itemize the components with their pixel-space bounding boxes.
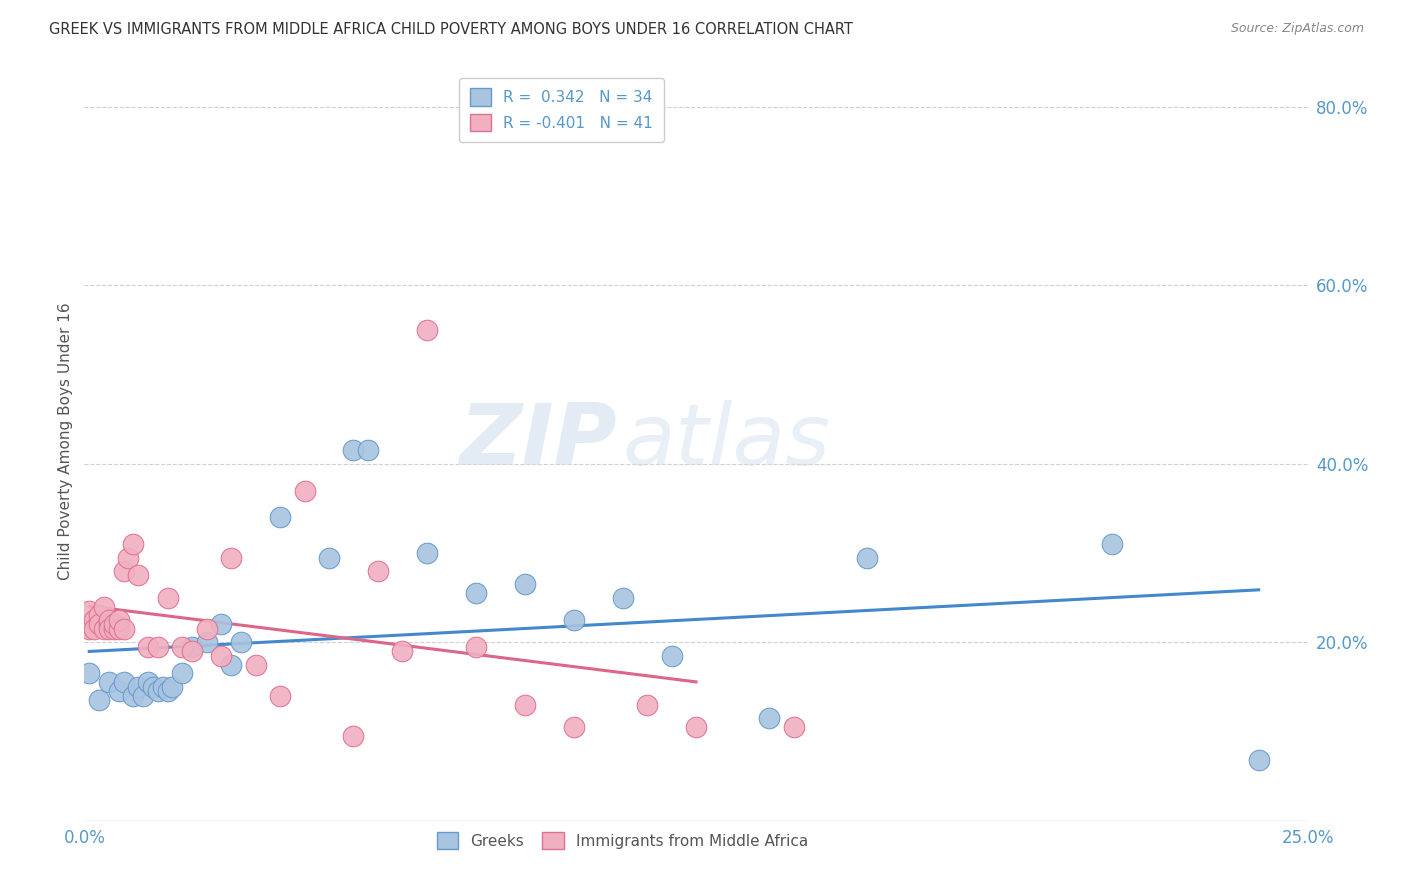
Point	[783, 720, 806, 734]
Point	[464, 586, 486, 600]
Point	[758, 711, 780, 725]
Point	[181, 640, 204, 654]
Point	[195, 635, 218, 649]
Point	[229, 635, 252, 649]
Point	[209, 617, 232, 632]
Point	[219, 657, 242, 672]
Point	[146, 640, 169, 654]
Point	[562, 613, 585, 627]
Legend: Greeks, Immigrants from Middle Africa: Greeks, Immigrants from Middle Africa	[427, 822, 817, 858]
Point	[97, 622, 120, 636]
Point	[136, 640, 159, 654]
Point	[107, 622, 129, 636]
Point	[342, 729, 364, 743]
Point	[195, 622, 218, 636]
Text: ZIP: ZIP	[458, 400, 616, 483]
Point	[856, 550, 879, 565]
Point	[77, 666, 100, 681]
Point	[152, 680, 174, 694]
Point	[146, 684, 169, 698]
Point	[136, 675, 159, 690]
Point	[97, 613, 120, 627]
Point	[87, 693, 110, 707]
Point	[318, 550, 340, 565]
Point	[181, 644, 204, 658]
Text: GREEK VS IMMIGRANTS FROM MIDDLE AFRICA CHILD POVERTY AMONG BOYS UNDER 16 CORRELA: GREEK VS IMMIGRANTS FROM MIDDLE AFRICA C…	[49, 22, 853, 37]
Text: atlas: atlas	[623, 400, 831, 483]
Point	[513, 698, 536, 712]
Point	[122, 689, 145, 703]
Text: Source: ZipAtlas.com: Source: ZipAtlas.com	[1230, 22, 1364, 36]
Point	[416, 546, 439, 560]
Point	[219, 550, 242, 565]
Point	[172, 666, 194, 681]
Point	[294, 483, 316, 498]
Point	[357, 443, 380, 458]
Point	[87, 617, 110, 632]
Point	[112, 564, 135, 578]
Point	[661, 648, 683, 663]
Point	[107, 684, 129, 698]
Point	[127, 568, 149, 582]
Point	[162, 680, 184, 694]
Point	[127, 680, 149, 694]
Point	[269, 689, 291, 703]
Point	[269, 510, 291, 524]
Point	[612, 591, 634, 605]
Point	[112, 675, 135, 690]
Point	[112, 622, 135, 636]
Point	[156, 684, 179, 698]
Point	[342, 443, 364, 458]
Point	[132, 689, 155, 703]
Point	[122, 537, 145, 551]
Point	[464, 640, 486, 654]
Point	[83, 613, 105, 627]
Point	[562, 720, 585, 734]
Point	[172, 640, 194, 654]
Point	[83, 622, 105, 636]
Point	[685, 720, 707, 734]
Point	[103, 617, 125, 632]
Y-axis label: Child Poverty Among Boys Under 16: Child Poverty Among Boys Under 16	[58, 302, 73, 581]
Point	[245, 657, 267, 672]
Point	[77, 604, 100, 618]
Point	[97, 617, 120, 632]
Point	[513, 577, 536, 591]
Point	[1101, 537, 1123, 551]
Point	[103, 622, 125, 636]
Point	[93, 599, 115, 614]
Point	[87, 608, 110, 623]
Point	[1247, 753, 1270, 767]
Point	[93, 622, 115, 636]
Point	[97, 675, 120, 690]
Point	[107, 613, 129, 627]
Point	[367, 564, 389, 578]
Point	[416, 323, 439, 337]
Point	[209, 648, 232, 663]
Point	[117, 550, 139, 565]
Point	[391, 644, 413, 658]
Point	[636, 698, 658, 712]
Point	[77, 622, 100, 636]
Point	[156, 591, 179, 605]
Point	[142, 680, 165, 694]
